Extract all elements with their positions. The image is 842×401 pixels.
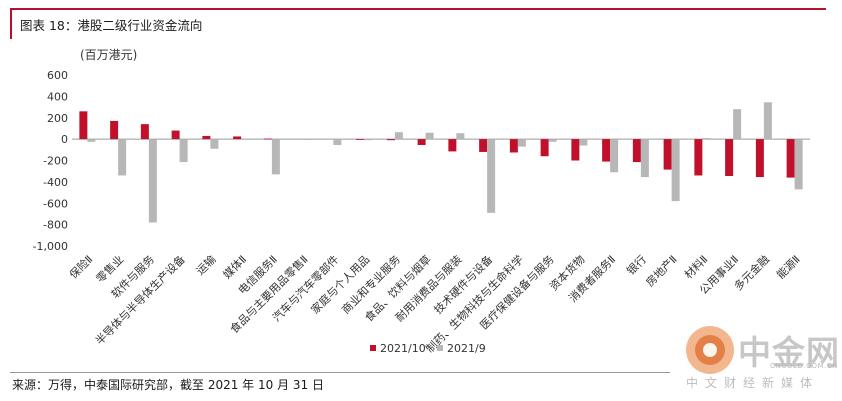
y-tick-label: -200 xyxy=(43,155,68,168)
bars xyxy=(79,102,803,223)
bar-oct xyxy=(140,124,149,140)
x-tick-label: 能源Ⅱ xyxy=(773,252,802,281)
x-tick-label: 保险Ⅱ xyxy=(66,252,95,281)
y-tick-label: 400 xyxy=(47,90,68,103)
bar-oct xyxy=(786,139,795,178)
bar-oct xyxy=(663,139,672,170)
bar-oct xyxy=(632,139,641,163)
bar-oct xyxy=(386,139,395,141)
bar-sep xyxy=(179,139,188,163)
bar-sep xyxy=(517,139,526,147)
bar-oct xyxy=(725,139,734,176)
bar-oct xyxy=(356,139,365,140)
bar-sep xyxy=(425,132,434,140)
y-tick-label: -600 xyxy=(43,197,68,210)
legend-label-oct: 2021/10 xyxy=(380,342,426,355)
legend-swatch-oct xyxy=(370,345,376,351)
bar-sep xyxy=(302,139,311,140)
bar-oct xyxy=(755,139,764,178)
bar-sep xyxy=(487,139,496,213)
bar-oct xyxy=(263,138,272,140)
y-tick-label: -800 xyxy=(43,219,68,232)
bar-sep xyxy=(763,102,772,140)
x-tick-label: 媒体Ⅱ xyxy=(220,252,249,281)
legend: 2021/10 2021/9 xyxy=(370,342,486,355)
bar-oct xyxy=(110,120,119,140)
bar-sep xyxy=(794,139,803,190)
x-tick-label: 材料Ⅱ xyxy=(681,252,710,281)
legend-label-sep: 2021/9 xyxy=(447,342,486,355)
bar-sep xyxy=(333,139,342,146)
unit-label: (百万港元) xyxy=(80,48,137,62)
watermark-name: 中金网 xyxy=(738,333,840,372)
bar-oct xyxy=(479,139,488,152)
footer-divider xyxy=(10,372,670,373)
watermark-tagline: 中文财经新媒体 xyxy=(686,376,820,390)
bar-sep xyxy=(364,139,373,141)
watermark-domain: CNGOLD.COM.CN xyxy=(770,362,838,370)
bar-sep xyxy=(548,139,557,142)
x-tick-label: 运输 xyxy=(193,252,218,277)
bar-oct xyxy=(509,139,518,153)
bar-oct xyxy=(571,139,580,161)
bar-sep xyxy=(394,132,403,140)
bar-sep xyxy=(148,139,157,223)
y-axis: -1,000 -800 -600 -400 -200 0 200 400 600 xyxy=(33,69,68,253)
bar-sep xyxy=(456,133,465,140)
bar-sep xyxy=(640,139,649,178)
chart-caption: 图表 18：港股二级行业资金流向 xyxy=(20,18,203,33)
bar-oct xyxy=(171,130,180,140)
bar-sep xyxy=(271,139,280,175)
watermark: 中金网 CNGOLD.COM.CN 中文财经新媒体 xyxy=(682,322,840,392)
watermark-logo-icon xyxy=(686,326,734,374)
bar-oct xyxy=(233,136,242,140)
bar-sep xyxy=(702,138,711,140)
y-tick-label: 0 xyxy=(61,133,68,146)
bar-sep xyxy=(87,139,96,142)
bar-sep xyxy=(118,139,127,176)
y-tick-label: 200 xyxy=(47,112,68,125)
bar-oct xyxy=(448,139,457,152)
bar-oct xyxy=(202,135,211,140)
bar-oct xyxy=(417,139,426,146)
bar-oct xyxy=(602,139,611,162)
bar-sep xyxy=(210,139,219,149)
x-tick-label: 银行 xyxy=(624,252,649,277)
chart-header: 图表 18：港股二级行业资金流向 xyxy=(10,8,826,39)
y-tick-label: -1,000 xyxy=(33,240,68,253)
bar-sep xyxy=(733,109,742,140)
bar-oct xyxy=(79,111,88,140)
bar-oct xyxy=(540,139,549,157)
bar-sep xyxy=(671,139,680,202)
bar-sep xyxy=(610,139,619,173)
x-tick-label: 房地产Ⅱ xyxy=(643,252,680,289)
legend-swatch-sep xyxy=(437,345,443,351)
y-tick-label: -400 xyxy=(43,176,68,189)
y-tick-label: 600 xyxy=(47,69,68,82)
bar-sep xyxy=(579,139,588,146)
source-note: 来源：万得，中泰国际研究部，截至 2021 年 10 月 31 日 xyxy=(12,378,324,392)
bar-oct xyxy=(694,139,703,176)
